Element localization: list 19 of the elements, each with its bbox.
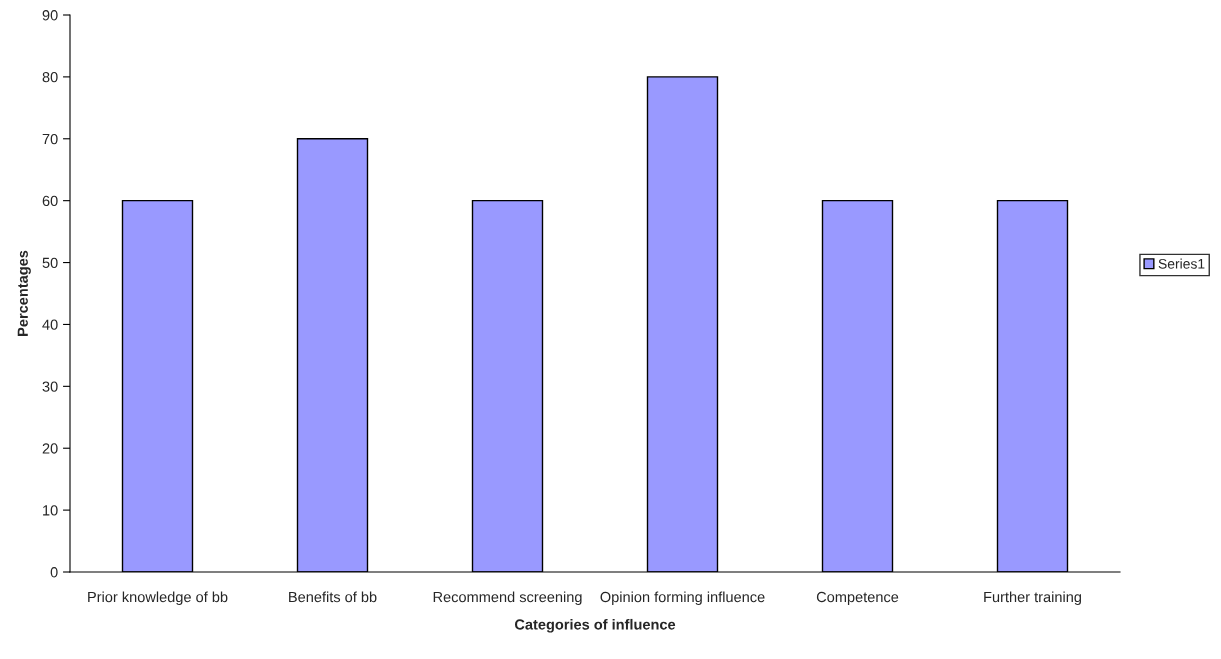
- y-tick-label: 70: [42, 133, 58, 145]
- y-tick-label: 90: [42, 10, 58, 21]
- y-tick-label: 0: [50, 567, 58, 578]
- y-tick-label: 30: [42, 381, 58, 392]
- y-tick-label: 60: [42, 195, 58, 207]
- x-tick-label: Prior knowledge of bb: [88, 591, 228, 606]
- y-tick-label: 20: [42, 443, 58, 454]
- x-axis-title: Categories of influence: [514, 618, 676, 633]
- x-tick-label: Recommend screening: [433, 591, 582, 606]
- y-tick-label: 50: [42, 257, 58, 268]
- x-tick-label: Competence: [816, 591, 899, 606]
- y-tick-label: 40: [42, 319, 58, 330]
- x-tick-label: Further training: [984, 591, 1082, 606]
- y-tick-label: 80: [42, 71, 58, 83]
- x-tick-label: Opinion forming influence: [600, 591, 765, 606]
- y-tick-label: 10: [43, 505, 58, 516]
- legend-label: Series1: [1158, 258, 1205, 269]
- y-axis-title: Percentages: [17, 250, 31, 336]
- x-tick-label: Benefits of bb: [289, 591, 377, 603]
